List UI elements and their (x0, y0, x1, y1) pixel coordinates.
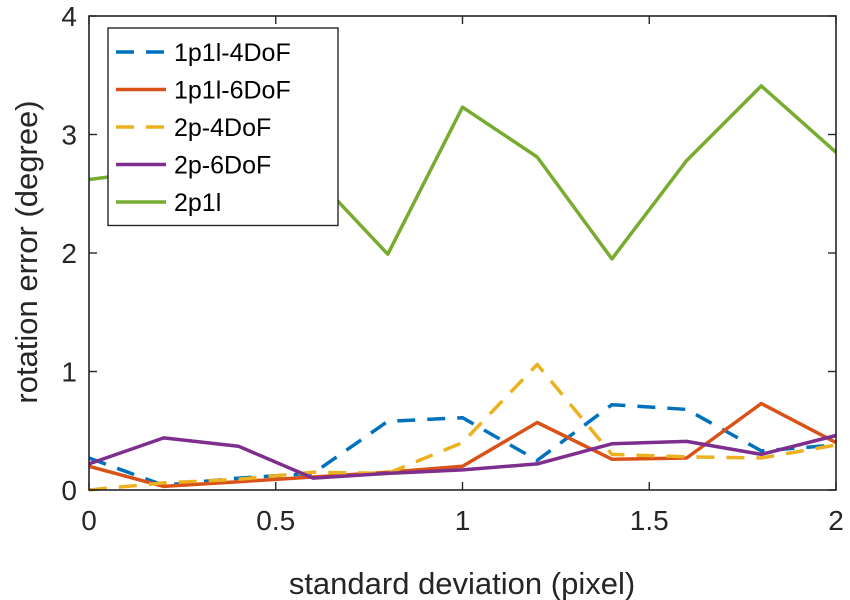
y-tick-label: 3 (61, 120, 77, 151)
y-tick-label: 2 (61, 238, 77, 269)
x-tick-label: 0.5 (256, 505, 295, 536)
legend-label: 1p1l-6DoF (174, 77, 291, 105)
x-axis-title: standard deviation (pixel) (289, 566, 635, 600)
series-layer (88, 84, 838, 492)
y-axis-title: rotation error (degree) (9, 100, 44, 403)
x-tick-label: 2 (828, 505, 844, 536)
x-tick-label: 0 (81, 505, 97, 536)
y-tick-label: 4 (61, 1, 77, 32)
legend-label: 1p1l-4DoF (174, 39, 291, 67)
x-tick-label: 1.5 (630, 505, 669, 536)
axes (88, 15, 837, 491)
series-line-1p1l-6dof (88, 401, 837, 489)
y-tick-label: 1 (61, 357, 77, 388)
legend-label: 2p1l (174, 189, 221, 217)
y-tick-label: 0 (61, 475, 77, 506)
x-tick-label: 1 (455, 505, 471, 536)
legend-label: 2p-4DoF (174, 114, 271, 142)
tick-labels: 0 0.5 1 1.5 2 0 1 2 3 4 (61, 1, 843, 536)
legend: 1p1l-4DoF 1p1l-6DoF 2p-4DoF 2p-6DoF 2p1l (107, 27, 339, 227)
series-line-2p-4dof (88, 362, 837, 492)
legend-label: 2p-6DoF (174, 152, 271, 180)
series-line-2p-6dof (88, 433, 837, 480)
